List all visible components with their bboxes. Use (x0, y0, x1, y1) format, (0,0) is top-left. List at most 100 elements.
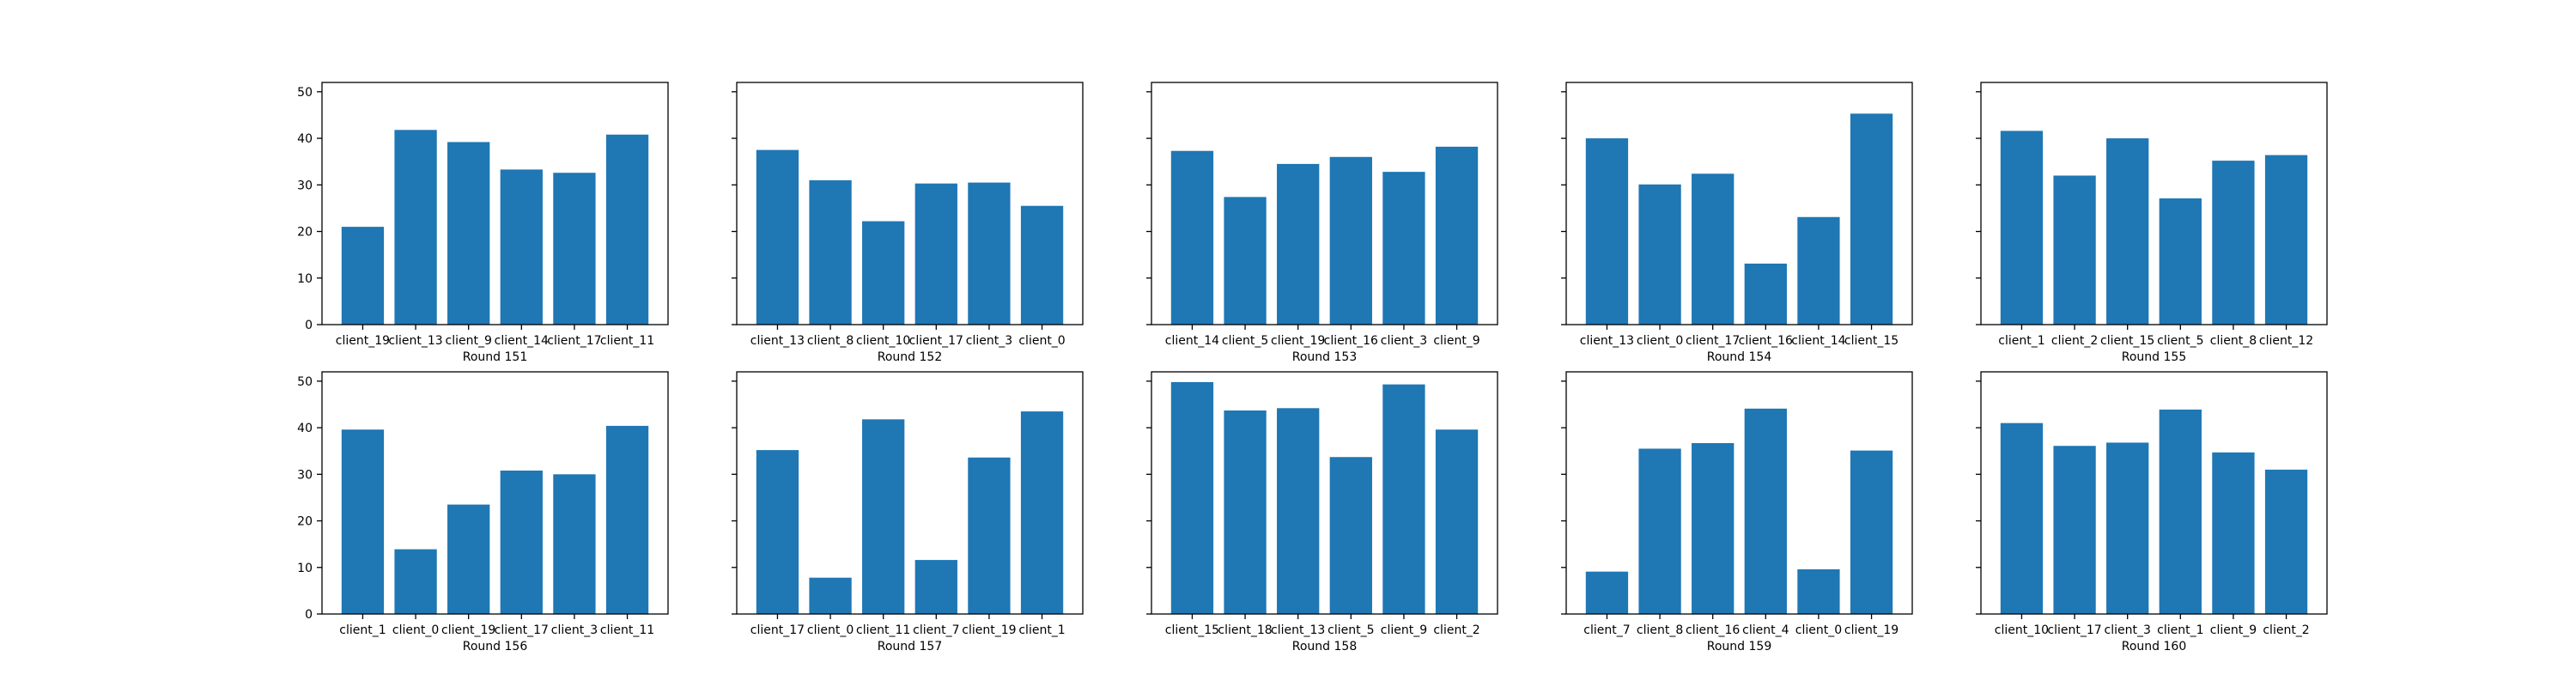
bar (1382, 172, 1425, 325)
x-tick-label: client_17 (547, 334, 601, 348)
x-tick-label: client_13 (750, 334, 805, 348)
bar (1224, 410, 1267, 614)
x-axis-label: Round 155 (2122, 350, 2186, 364)
x-tick-label: client_5 (2157, 334, 2203, 348)
axes-frame (1151, 82, 1498, 325)
x-tick-label: client_14 (1165, 334, 1219, 348)
bar (447, 142, 490, 325)
axes-frame (321, 82, 669, 325)
x-tick-label: client_0 (392, 623, 439, 637)
x-axis-label: Round 159 (1707, 640, 1771, 654)
bar (605, 425, 649, 614)
y-tick-label: 10 (297, 272, 313, 286)
x-tick-label: client_19 (1844, 623, 1899, 637)
x-tick-label: client_3 (551, 623, 598, 637)
axes-frame (1565, 82, 1913, 325)
bar (1744, 408, 1787, 614)
bar (1277, 163, 1320, 325)
bar (2000, 131, 2044, 325)
bar (1277, 408, 1320, 614)
x-tick-label: client_8 (807, 334, 854, 348)
x-tick-label: client_4 (1742, 623, 1789, 637)
y-tick-label: 50 (297, 86, 313, 100)
x-tick-label: client_13 (1580, 334, 1634, 348)
x-tick-label: client_5 (1327, 623, 1374, 637)
x-tick-label: client_2 (2051, 334, 2098, 348)
bar (2212, 452, 2255, 614)
axes-frame (736, 82, 1084, 325)
x-tick-label: client_15 (1165, 623, 1219, 637)
axes-frame (1565, 371, 1913, 615)
bar (2264, 155, 2308, 325)
x-tick-label: client_16 (1324, 334, 1378, 348)
bar (968, 457, 1011, 614)
axes-frame (1980, 371, 2328, 615)
x-tick-label: client_19 (1271, 334, 1325, 348)
bar (2000, 423, 2044, 614)
bar (1585, 138, 1629, 325)
bar (1692, 173, 1735, 325)
bar (394, 549, 437, 614)
bar (862, 221, 905, 325)
x-tick-label: client_1 (1998, 334, 2044, 348)
bar (447, 504, 490, 614)
y-tick-label: 10 (297, 562, 313, 575)
x-tick-label: client_3 (2105, 623, 2151, 637)
bar (500, 470, 543, 614)
bar (1020, 411, 1064, 614)
bar (2106, 442, 2149, 614)
y-tick-label: 20 (297, 226, 313, 240)
bar (968, 182, 1011, 325)
bar (2106, 138, 2149, 325)
bar (1170, 381, 1214, 614)
bar (1224, 197, 1267, 325)
x-tick-label: client_0 (1637, 334, 1683, 348)
x-tick-label: client_2 (1433, 623, 1479, 637)
bar (1435, 146, 1479, 325)
subplot-9: client_7 client_8 client_16 client_4 client_… (1561, 371, 1913, 654)
x-tick-label: client_5 (1222, 334, 1268, 348)
bar (341, 429, 385, 614)
y-tick-label: 0 (305, 608, 313, 622)
x-tick-label: client_2 (2263, 623, 2309, 637)
bar (756, 450, 799, 614)
x-tick-label: client_1 (339, 623, 386, 637)
y-tick-label: 50 (297, 375, 313, 389)
subplot-5: client_1 client_2 client_15 client_5 client_… (1976, 82, 2328, 364)
x-tick-label: client_11 (600, 334, 654, 348)
x-tick-label: client_9 (1433, 334, 1479, 348)
x-tick-label: client_7 (913, 623, 959, 637)
bar (500, 169, 543, 325)
x-tick-label: client_18 (1218, 623, 1272, 637)
y-tick-label: 0 (305, 319, 313, 332)
x-tick-label: client_13 (388, 334, 442, 348)
subplot-7: client_17 client_0 client_11 client_7 client… (732, 371, 1084, 654)
x-tick-label: client_17 (2047, 623, 2101, 637)
x-tick-label: client_3 (1381, 334, 1427, 348)
x-axis-label: Round 158 (1292, 640, 1357, 654)
bar (1585, 571, 1629, 614)
x-tick-label: client_19 (441, 623, 495, 637)
bar (1638, 448, 1681, 614)
axes-frame (321, 371, 669, 615)
x-tick-label: client_0 (1018, 334, 1065, 348)
x-tick-label: client_19 (962, 623, 1016, 637)
x-tick-label: client_14 (1791, 334, 1845, 348)
bar (1170, 150, 1214, 325)
x-tick-label: client_17 (1686, 334, 1740, 348)
bar (394, 130, 437, 325)
x-tick-label: client_8 (1637, 623, 1683, 637)
x-tick-label: client_11 (856, 623, 910, 637)
bar (862, 419, 905, 614)
x-tick-label: client_9 (1381, 623, 1427, 637)
bar (553, 173, 596, 325)
bar (341, 227, 385, 325)
x-axis-label: Round 157 (878, 640, 942, 654)
bar (1329, 156, 1372, 325)
x-axis-label: Round 152 (878, 350, 942, 364)
